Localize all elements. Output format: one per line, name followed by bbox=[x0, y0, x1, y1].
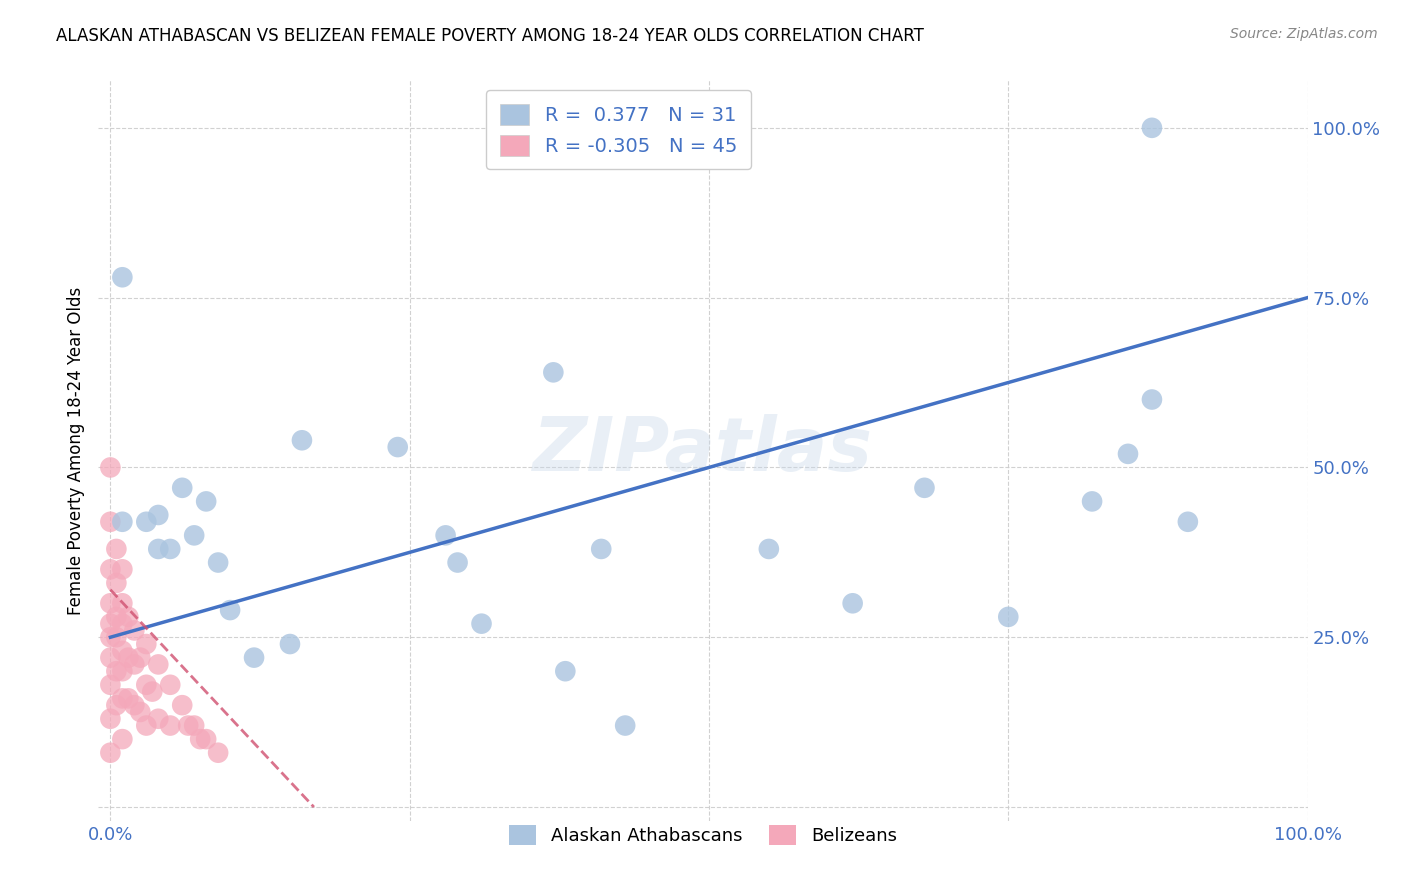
Belizeans bbox=[111, 644, 134, 658]
Belizeans bbox=[207, 746, 229, 760]
Text: Source: ZipAtlas.com: Source: ZipAtlas.com bbox=[1230, 27, 1378, 41]
Belizeans bbox=[100, 678, 122, 692]
Alaskan Athabascans bbox=[914, 481, 936, 495]
Alaskan Athabascans bbox=[1116, 447, 1139, 461]
Alaskan Athabascans bbox=[434, 528, 457, 542]
Text: ZIPatlas: ZIPatlas bbox=[533, 414, 873, 487]
Belizeans bbox=[129, 705, 152, 719]
Alaskan Athabascans bbox=[1140, 392, 1163, 407]
Alaskan Athabascans bbox=[387, 440, 409, 454]
Belizeans bbox=[105, 664, 128, 678]
Belizeans bbox=[105, 575, 128, 590]
Belizeans bbox=[100, 746, 122, 760]
Belizeans bbox=[100, 460, 122, 475]
Alaskan Athabascans bbox=[758, 541, 780, 556]
Belizeans bbox=[105, 630, 128, 644]
Belizeans bbox=[177, 718, 200, 732]
Belizeans bbox=[111, 664, 134, 678]
Belizeans bbox=[111, 732, 134, 747]
Alaskan Athabascans bbox=[148, 541, 170, 556]
Text: ALASKAN ATHABASCAN VS BELIZEAN FEMALE POVERTY AMONG 18-24 YEAR OLDS CORRELATION : ALASKAN ATHABASCAN VS BELIZEAN FEMALE PO… bbox=[56, 27, 924, 45]
Alaskan Athabascans bbox=[1081, 494, 1104, 508]
Belizeans bbox=[100, 562, 122, 576]
Alaskan Athabascans bbox=[997, 610, 1019, 624]
Belizeans bbox=[117, 691, 139, 706]
Belizeans bbox=[124, 624, 146, 638]
Belizeans bbox=[172, 698, 194, 713]
Belizeans bbox=[100, 650, 122, 665]
Belizeans bbox=[159, 678, 181, 692]
Belizeans bbox=[100, 515, 122, 529]
Belizeans bbox=[105, 541, 128, 556]
Alaskan Athabascans bbox=[1177, 515, 1199, 529]
Alaskan Athabascans bbox=[841, 596, 863, 610]
Alaskan Athabascans bbox=[172, 481, 194, 495]
Belizeans bbox=[117, 610, 139, 624]
Alaskan Athabascans bbox=[446, 556, 468, 570]
Alaskan Athabascans bbox=[159, 541, 181, 556]
Belizeans bbox=[135, 678, 157, 692]
Alaskan Athabascans bbox=[183, 528, 205, 542]
Alaskan Athabascans bbox=[111, 270, 134, 285]
Belizeans bbox=[105, 610, 128, 624]
Belizeans bbox=[111, 562, 134, 576]
Belizeans bbox=[141, 684, 163, 698]
Alaskan Athabascans bbox=[111, 515, 134, 529]
Belizeans bbox=[117, 650, 139, 665]
Alaskan Athabascans bbox=[278, 637, 301, 651]
Belizeans bbox=[124, 657, 146, 672]
Alaskan Athabascans bbox=[148, 508, 170, 522]
Alaskan Athabascans bbox=[470, 616, 492, 631]
Alaskan Athabascans bbox=[591, 541, 613, 556]
Alaskan Athabascans bbox=[1140, 120, 1163, 135]
Belizeans bbox=[124, 698, 146, 713]
Belizeans bbox=[111, 596, 134, 610]
Alaskan Athabascans bbox=[135, 515, 157, 529]
Alaskan Athabascans bbox=[554, 664, 576, 678]
Belizeans bbox=[148, 657, 170, 672]
Alaskan Athabascans bbox=[195, 494, 218, 508]
Belizeans bbox=[100, 596, 122, 610]
Belizeans bbox=[148, 712, 170, 726]
Belizeans bbox=[188, 732, 211, 747]
Alaskan Athabascans bbox=[219, 603, 242, 617]
Belizeans bbox=[100, 712, 122, 726]
Belizeans bbox=[135, 718, 157, 732]
Alaskan Athabascans bbox=[614, 718, 637, 732]
Belizeans bbox=[105, 698, 128, 713]
Belizeans bbox=[129, 650, 152, 665]
Belizeans bbox=[183, 718, 205, 732]
Belizeans bbox=[100, 616, 122, 631]
Alaskan Athabascans bbox=[291, 434, 314, 448]
Alaskan Athabascans bbox=[243, 650, 266, 665]
Belizeans bbox=[159, 718, 181, 732]
Belizeans bbox=[100, 630, 122, 644]
Y-axis label: Female Poverty Among 18-24 Year Olds: Female Poverty Among 18-24 Year Olds bbox=[66, 286, 84, 615]
Belizeans bbox=[195, 732, 218, 747]
Belizeans bbox=[111, 616, 134, 631]
Belizeans bbox=[111, 691, 134, 706]
Alaskan Athabascans bbox=[543, 365, 565, 379]
Belizeans bbox=[135, 637, 157, 651]
Legend: Alaskan Athabascans, Belizeans: Alaskan Athabascans, Belizeans bbox=[502, 818, 904, 853]
Alaskan Athabascans bbox=[207, 556, 229, 570]
